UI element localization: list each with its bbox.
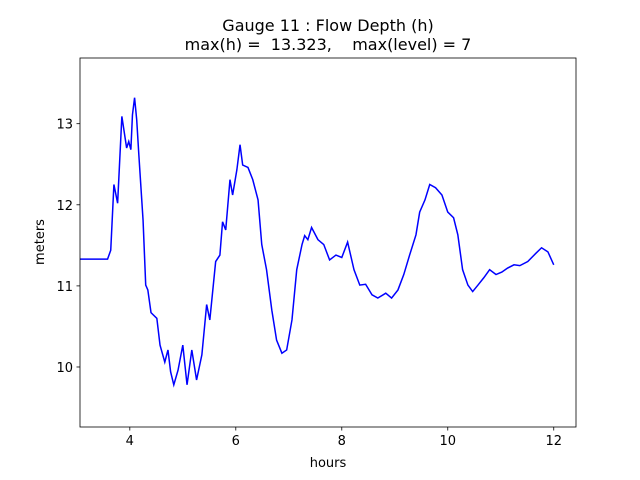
- x-tick-label: 12: [545, 434, 562, 449]
- x-axis-label: hours: [310, 456, 347, 471]
- x-tick-label: 8: [338, 434, 346, 449]
- y-axis-label: meters: [33, 219, 48, 265]
- data-line: [80, 97, 555, 388]
- x-tick-label: 6: [232, 434, 240, 449]
- plot-frame: [79, 57, 577, 428]
- chart-title: Gauge 11 : Flow Depth (h): [222, 16, 433, 35]
- y-tick-label: 10: [56, 361, 73, 376]
- x-tick-label: 10: [439, 434, 456, 449]
- x-tick-label: 4: [126, 434, 134, 449]
- y-tick-label: 12: [56, 199, 73, 214]
- y-tick-label: 13: [56, 118, 73, 133]
- y-tick-label: 11: [56, 280, 73, 295]
- chart-subtitle: max(h) = 13.323, max(level) = 7: [185, 35, 472, 54]
